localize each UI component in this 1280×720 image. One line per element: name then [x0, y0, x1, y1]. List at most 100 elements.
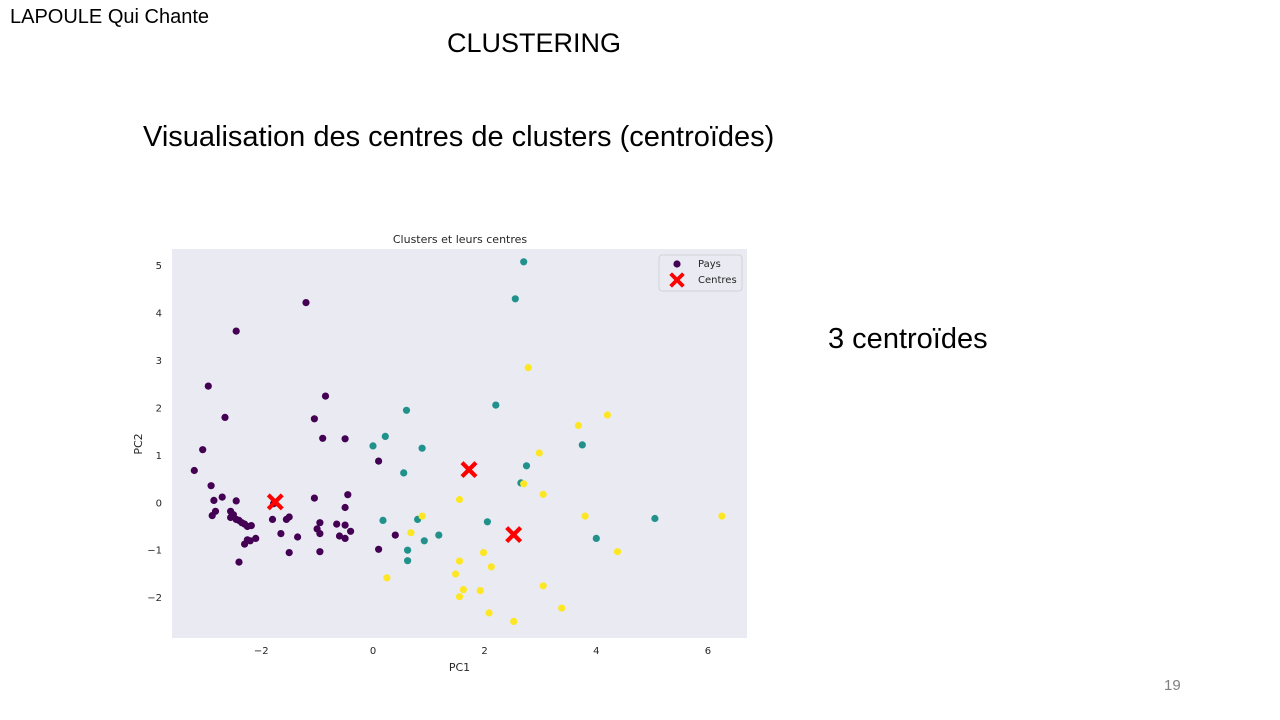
x-tick-label: 2 — [481, 646, 487, 657]
data-point-cluster-2 — [455, 593, 464, 601]
center-markers — [266, 461, 523, 544]
centroid-marker — [266, 493, 284, 511]
slide-subtitle: Visualisation des centres de clusters (c… — [143, 121, 775, 153]
x-tick-label: 6 — [705, 646, 711, 657]
data-point-cluster-1 — [592, 534, 600, 542]
data-point-cluster-2 — [558, 604, 566, 612]
data-point-cluster-1 — [404, 557, 412, 565]
plot-area — [172, 249, 747, 638]
data-point-cluster-0 — [375, 457, 383, 465]
x-tick-label: −2 — [254, 646, 269, 657]
data-point-cluster-1 — [420, 537, 428, 545]
y-tick-label: −1 — [147, 546, 162, 557]
data-point-cluster-0 — [310, 494, 318, 502]
data-point-cluster-0 — [344, 491, 352, 499]
data-point-cluster-2 — [459, 586, 467, 594]
y-tick-label: 2 — [156, 403, 162, 414]
legend: Pays Centres — [658, 254, 743, 292]
data-point-cluster-1 — [651, 514, 659, 523]
y-axis-ticks: −2 −1 0 1 2 3 4 5 — [147, 261, 162, 604]
data-point-cluster-2 — [418, 512, 426, 520]
data-point-cluster-0 — [268, 515, 277, 523]
data-point-cluster-0 — [285, 549, 293, 557]
data-point-cluster-0 — [221, 413, 229, 421]
data-point-cluster-0 — [190, 466, 198, 475]
centroid-marker — [505, 526, 523, 544]
data-point-cluster-0 — [341, 435, 349, 443]
centroid-count-note: 3 centroïdes — [828, 323, 988, 355]
data-point-cluster-0 — [204, 382, 212, 390]
data-point-cluster-2 — [476, 587, 484, 595]
data-point-cluster-1 — [522, 462, 531, 470]
data-point-cluster-0 — [241, 540, 249, 548]
brand-label: LAPOULE Qui Chante — [10, 6, 209, 28]
data-point-cluster-1 — [369, 442, 377, 450]
data-point-cluster-2 — [383, 574, 391, 582]
centroid-marker — [460, 461, 478, 479]
data-point-cluster-2 — [524, 364, 532, 372]
data-point-cluster-2 — [603, 411, 611, 419]
x-axis-ticks: −2 0 2 4 6 — [254, 646, 711, 657]
x-tick-label: 0 — [370, 646, 376, 657]
data-point-cluster-0 — [310, 415, 318, 423]
data-point-cluster-0 — [321, 392, 330, 400]
data-point-cluster-2 — [487, 563, 495, 571]
data-point-cluster-0 — [208, 512, 216, 520]
y-axis-label: PC2 — [132, 433, 145, 454]
data-point-cluster-0 — [341, 534, 349, 542]
data-point-cluster-2 — [718, 512, 726, 520]
data-point-cluster-1 — [404, 546, 412, 554]
data-point-cluster-0 — [391, 531, 399, 539]
data-point-cluster-2 — [485, 609, 493, 617]
data-point-cluster-0 — [232, 327, 240, 335]
data-point-cluster-1 — [492, 401, 500, 409]
data-point-cluster-0 — [252, 534, 260, 542]
legend-marker-pays — [673, 260, 681, 268]
data-point-cluster-0 — [341, 503, 349, 512]
data-point-cluster-2 — [455, 495, 464, 504]
data-point-cluster-2 — [581, 512, 589, 520]
x-axis-label: PC1 — [449, 661, 470, 674]
data-point-cluster-2 — [539, 490, 547, 498]
data-point-cluster-1 — [400, 469, 408, 477]
data-point-cluster-1 — [578, 441, 586, 449]
data-point-cluster-1 — [520, 258, 528, 266]
page-number: 19 — [1164, 677, 1181, 694]
data-point-cluster-0 — [285, 513, 293, 521]
data-point-cluster-1 — [418, 444, 426, 452]
y-tick-label: 0 — [156, 498, 162, 509]
data-point-cluster-0 — [316, 530, 324, 538]
data-point-cluster-0 — [316, 548, 324, 556]
data-point-cluster-0 — [302, 299, 310, 307]
data-point-cluster-0 — [316, 519, 324, 527]
data-point-cluster-2 — [452, 570, 460, 578]
data-point-cluster-2 — [407, 529, 415, 537]
data-point-cluster-0 — [341, 521, 349, 529]
y-tick-label: 1 — [156, 451, 162, 462]
data-point-cluster-0 — [335, 532, 344, 540]
chart-title: Clusters et leurs centres — [393, 233, 528, 246]
legend-label-centres: Centres — [698, 275, 737, 286]
data-point-cluster-0 — [294, 533, 302, 541]
data-point-cluster-0 — [333, 520, 341, 528]
data-point-cluster-0 — [227, 513, 235, 522]
x-tick-label: 4 — [593, 646, 599, 657]
legend-marker-centres — [669, 272, 685, 288]
data-point-cluster-2 — [520, 480, 528, 488]
data-point-cluster-2 — [613, 548, 622, 556]
data-point-cluster-0 — [347, 527, 355, 535]
data-point-cluster-0 — [375, 545, 383, 553]
data-point-cluster-2 — [539, 582, 547, 590]
data-point-cluster-2 — [510, 617, 518, 625]
scatter-points — [190, 258, 726, 625]
y-tick-label: 3 — [156, 356, 162, 367]
y-tick-label: 5 — [156, 261, 162, 272]
scatter-chart: Clusters et leurs centres −2 0 2 4 6 −2 −1 0 1 2… — [132, 233, 747, 674]
y-tick-label: 4 — [156, 309, 162, 320]
data-point-cluster-1 — [483, 518, 491, 526]
data-point-cluster-0 — [277, 530, 285, 538]
data-point-cluster-1 — [435, 531, 443, 539]
data-point-cluster-1 — [402, 406, 411, 414]
data-point-cluster-1 — [511, 295, 519, 303]
data-point-cluster-0 — [207, 482, 215, 490]
